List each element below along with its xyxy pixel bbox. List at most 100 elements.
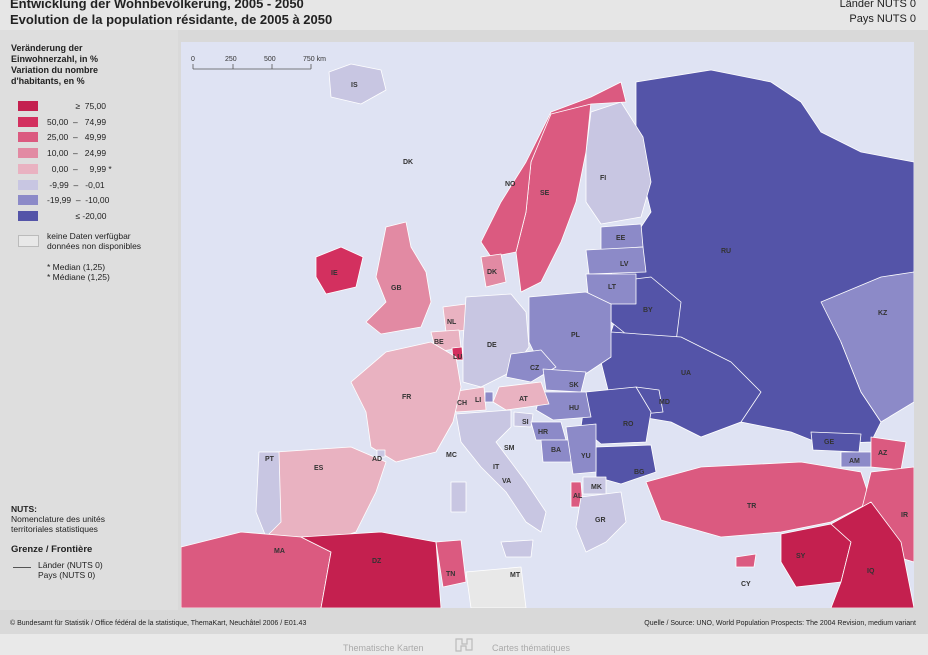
legend-swatch (18, 132, 38, 142)
country-label: IQ (867, 568, 875, 575)
title-german: Entwicklung der Wohnbevölkerung, 2005 - … (10, 0, 304, 11)
nuts-desc-1: Nomenclature des unités (11, 514, 106, 524)
region-fr (350, 341, 462, 463)
region-it-sicily (500, 539, 534, 558)
country-label: SI (522, 419, 529, 426)
legend-class-label: ≤ -20,00 (47, 211, 107, 221)
region-ge (810, 431, 862, 453)
legend-class-label: 10,00 – 24,99 (47, 148, 107, 158)
country-label: MC (446, 452, 457, 459)
country-label: EE (616, 235, 626, 242)
country-label: CZ (530, 365, 540, 372)
border-item-fr: Pays (NUTS 0) (38, 570, 96, 580)
legend-class-label: 25,00 – 49,99 (47, 132, 107, 142)
country-label: GE (824, 439, 834, 446)
nuts-title: NUTS: (11, 504, 37, 514)
series-title-de: Thematische Karten (343, 643, 424, 653)
region-kz (820, 271, 914, 423)
legend-heading-2: Einwohnerzahl, in % (11, 54, 99, 64)
country-label: MK (591, 484, 602, 491)
scale-bar: 0 250 500 750 km (191, 56, 326, 70)
legend-nodata-fr: données non disponibles (47, 241, 142, 251)
region-hu (535, 391, 592, 421)
source-left: © Bundesamt für Statistik / Office fédér… (10, 620, 307, 627)
region-cy (735, 553, 757, 568)
border-line-swatch (13, 567, 31, 568)
region-ie (315, 246, 364, 295)
region-iq (830, 501, 914, 608)
country-label: TR (747, 503, 756, 510)
legend-median-fr: * Médiane (1,25) (47, 272, 110, 282)
region-sk (542, 368, 587, 393)
scale-tick: 500 (264, 56, 276, 63)
country-label: LV (620, 261, 629, 268)
country-label: SE (540, 190, 550, 197)
legend-swatch (18, 195, 38, 205)
border-title: Grenze / Frontière (11, 544, 93, 555)
country-label: BG (634, 469, 645, 476)
country-label: AD (372, 456, 382, 463)
country-label: DE (487, 342, 497, 349)
country-label: FR (402, 394, 411, 401)
region-yu (565, 423, 597, 475)
country-label: IR (901, 512, 908, 519)
region-no (480, 81, 627, 258)
legend-nodata-swatch (18, 235, 39, 247)
country-label: NO (505, 181, 516, 188)
region-ad (376, 449, 386, 458)
country-label: GR (595, 517, 606, 524)
region-hr (530, 421, 567, 441)
legend-class-label: 0,00 – 9,99 * (47, 164, 112, 174)
country-label: AM (849, 458, 860, 465)
legend-median-de: * Median (1,25) (47, 262, 106, 272)
scale-tick: 250 (225, 56, 237, 63)
legend-nodata-de: keine Daten verfügbar (47, 231, 131, 241)
country-label: IT (493, 464, 500, 471)
country-label: HR (538, 429, 548, 436)
legend-class-label: -9,99 – -0,01 (47, 180, 105, 190)
region-is (328, 63, 387, 105)
legend-swatch (18, 180, 38, 190)
region-dk (480, 253, 507, 288)
region-pl (528, 291, 612, 378)
country-label: CY (741, 581, 751, 588)
country-label: VA (502, 478, 511, 485)
footer-bar: Thematische Karten Cartes thématiques (0, 634, 928, 655)
country-labels: IS DK NO SE FI EE LV LT IE GB DK NL BE L… (265, 82, 908, 588)
legend-class-label: ≥ 75,00 (47, 101, 106, 111)
region-pt (255, 451, 282, 538)
country-label: AZ (878, 450, 888, 457)
region-az (870, 436, 907, 471)
country-label: PT (265, 456, 275, 463)
region-tr (645, 461, 872, 538)
country-label: PL (571, 332, 581, 339)
country-label: BE (434, 339, 444, 346)
region-si (513, 411, 534, 428)
legend-heading-1: Veränderung der (11, 43, 83, 53)
legend-swatch (18, 117, 38, 127)
country-label: ES (314, 465, 324, 472)
legend: Veränderung der Einwohnerzahl, in % Vari… (0, 30, 178, 610)
region-gb (365, 221, 432, 335)
region-li (484, 391, 494, 403)
country-label: KZ (878, 310, 888, 317)
region-at (492, 381, 550, 411)
legend-swatch (18, 164, 38, 174)
series-title-fr: Cartes thématiques (492, 643, 571, 653)
country-label: FI (600, 175, 606, 182)
country-label: BY (643, 307, 653, 314)
scale-tick: 750 km (303, 56, 326, 63)
country-label: NL (447, 319, 457, 326)
country-label: AL (573, 493, 583, 500)
legend-swatch (18, 148, 38, 158)
scale-tick: 0 (191, 56, 195, 63)
region-ma (181, 531, 332, 608)
region-it (455, 409, 547, 533)
legend-heading-3: Variation du nombre (11, 65, 99, 75)
level-label-french: Pays NUTS 0 (849, 13, 916, 25)
country-label: GB (391, 285, 402, 292)
nuts-desc-2: territoriales statistiques (11, 524, 98, 534)
region-it-sardinia (450, 481, 467, 513)
header: Entwicklung der Wohnbevölkerung, 2005 - … (0, 0, 928, 30)
region-fi (585, 101, 652, 225)
